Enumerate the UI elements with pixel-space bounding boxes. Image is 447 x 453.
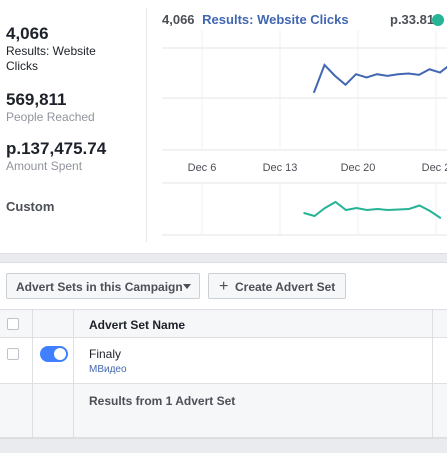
chart-grid-top [162,30,447,151]
data-point [387,209,389,211]
advert-sets-dropdown-label: Advert Sets in this Campaign [16,280,183,294]
advert-sets-dropdown[interactable]: Advert Sets in this Campaign [6,273,200,299]
data-point [376,208,379,210]
x-tick-label: Dec 6 [188,162,217,174]
row-checkbox[interactable] [7,348,19,360]
x-tick-label: Dec 13 [263,162,298,174]
data-point [428,68,431,71]
caret-down-icon [183,284,191,289]
toggle-knob [54,348,66,360]
x-tick-label: Dec 20 [341,162,376,174]
data-point [334,75,336,77]
panel-divider [146,8,147,242]
data-point [439,71,441,74]
create-advert-set-label: Create Advert Set [235,280,336,294]
data-point [376,73,378,75]
data-point [334,201,337,203]
advert-sets-panel: Advert Sets in this Campaign + Create Ad… [0,262,447,439]
data-point [344,83,347,86]
data-point [313,215,316,217]
chart-count: 4,066 [162,12,195,27]
chart-header: 4,066 Results: Website Clicks p.33.81 [162,12,444,27]
data-point [345,209,347,211]
data-point [429,210,431,212]
data-point [355,73,357,75]
advert-set-subtitle[interactable]: МВидео [89,364,127,375]
data-point [324,207,326,209]
data-point [366,209,368,211]
column-divider [73,309,74,438]
table-footer: Results from 1 Advert Set [0,384,447,438]
data-point [439,217,442,219]
chart-line-results [313,63,447,94]
data-point [323,64,326,66]
data-point [408,208,410,210]
metric-spent-label: Amount Spent [6,159,83,173]
chart-line-cost [303,200,442,219]
column-divider [432,309,433,438]
data-point [355,207,358,209]
metric-reach[interactable]: 569,811 People Reached [6,90,95,125]
data-point [418,74,420,76]
series-dot-icon [432,14,444,26]
data-point [397,208,400,211]
series-line [303,200,442,219]
metric-reach-label: People Reached [6,110,95,124]
metric-spent[interactable]: p.137,475.74 Amount Spent [6,139,106,174]
table-footer-text: Results from 1 Advert Set [89,394,236,408]
toggle-icon[interactable] [40,346,68,362]
data-point [365,76,368,79]
column-divider [32,309,33,438]
data-point [407,72,410,75]
insights-panel: 4,066 Results: Website Clicks 569,811 Pe… [0,0,447,254]
create-advert-set-button[interactable]: + Create Advert Set [208,273,346,299]
plus-icon: + [219,278,229,295]
chart-title[interactable]: Results: Website Clicks [202,12,349,27]
metric-results[interactable]: 4,066 Results: Website Clicks [6,24,116,74]
data-point [303,212,305,214]
metric-reach-value: 569,811 [6,90,67,109]
select-all-checkbox[interactable] [7,318,19,330]
table-header: Advert Set Name [0,309,447,338]
date-range-label[interactable]: Custom [6,199,55,214]
column-header-name[interactable]: Advert Set Name [89,318,186,332]
data-point [397,73,399,75]
results-charts: Dec 6 Dec 13 Dec 20 Dec 2 [162,30,447,236]
chart-cost: p.33.81 [390,12,435,27]
metric-results-value: 4,066 [6,24,49,43]
chart-x-axis: Dec 6 Dec 13 Dec 20 Dec 2 [188,162,447,174]
metric-spent-value: p.137,475.74 [6,139,107,158]
x-tick-label: Dec 2 [422,162,447,174]
chart-grid-bottom [162,182,447,236]
data-point [418,204,421,207]
table-row[interactable]: Finaly МВидео [0,338,447,384]
advert-set-name[interactable]: Finaly [89,347,122,361]
data-point [313,91,315,94]
metric-results-label: Results: Website Clicks [6,44,96,73]
data-point [386,75,389,77]
series-line [313,63,447,93]
